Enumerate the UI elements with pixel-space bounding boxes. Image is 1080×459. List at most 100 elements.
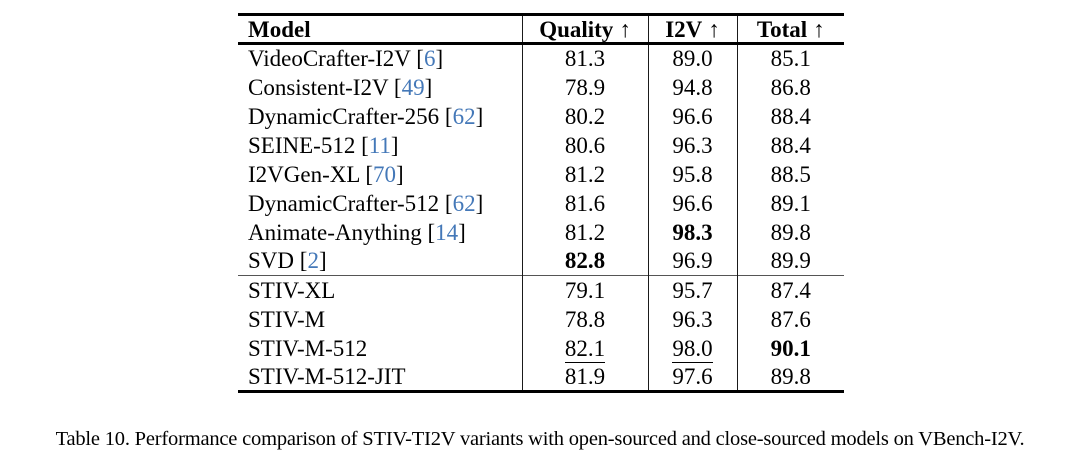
model-name: Consistent-I2V — [248, 74, 389, 100]
citation-link[interactable]: 62 — [452, 190, 476, 216]
i2v-cell: 96.9 — [647, 246, 737, 276]
table-header: Model Quality ↑ I2V ↑ Total ↑ — [238, 14, 844, 45]
metric-value: 90.1 — [770, 335, 811, 361]
column-label: Total — [756, 16, 808, 42]
table-caption: Table 10. Performance comparison of STIV… — [55, 428, 1025, 450]
table-row: STIV-XL 79.1 95.7 87.4 — [238, 275, 844, 305]
metric-value: 89.8 — [770, 363, 811, 389]
model-name-cell: DynamicCrafter-512 [62] — [248, 190, 484, 216]
table-row: STIV-M-512-JIT 81.9 97.6 89.8 — [238, 362, 844, 392]
i2v-cell: 98.0 — [647, 333, 737, 363]
table-row: SVD [2] 82.8 96.9 89.9 — [238, 246, 844, 276]
column-label: I2V — [665, 16, 703, 42]
table-row: DynamicCrafter-512 [62] 81.6 96.6 89.1 — [238, 188, 844, 218]
column-header-quality: Quality ↑ — [521, 14, 648, 45]
quality-cell: 81.9 — [521, 362, 648, 392]
metric-value: 80.2 — [564, 103, 606, 129]
metric-value: 89.1 — [770, 190, 811, 216]
column-label: Quality — [539, 16, 614, 42]
total-cell: 89.1 — [736, 188, 844, 218]
metric-value: 80.6 — [564, 132, 606, 158]
column-header-total: Total ↑ — [736, 14, 844, 45]
model-name: STIV-XL — [248, 277, 336, 303]
total-cell: 88.4 — [736, 101, 844, 131]
model-name: SEINE-512 — [248, 132, 356, 158]
metric-value: 97.6 — [672, 363, 713, 389]
table-row: SEINE-512 [11] 80.6 96.3 88.4 — [238, 130, 844, 160]
metric-value: 82.1 — [564, 335, 606, 363]
metric-value: 86.8 — [770, 74, 811, 100]
citation-link[interactable]: 11 — [368, 132, 391, 158]
table-row: I2VGen-XL [70] 81.2 95.8 88.5 — [238, 159, 844, 189]
quality-cell: 82.8 — [521, 246, 648, 276]
up-arrow-icon: ↑ — [619, 16, 631, 42]
model-name: DynamicCrafter-256 — [248, 103, 440, 129]
metric-value: 89.9 — [770, 248, 811, 274]
quality-cell: 79.1 — [521, 275, 648, 305]
metric-value: 89.8 — [770, 219, 811, 245]
table-row: VideoCrafter-I2V [6] 81.3 89.0 85.1 — [238, 43, 844, 73]
table-row: Animate-Anything [14] 81.2 98.3 89.8 — [238, 217, 844, 247]
model-name: DynamicCrafter-512 — [248, 190, 440, 216]
results-table-container: Model Quality ↑ I2V ↑ Total ↑ VideoCrafter-… — [238, 13, 844, 393]
total-cell: 87.6 — [736, 304, 844, 334]
model-name: STIV-M — [248, 306, 326, 332]
metric-value: 81.6 — [564, 190, 606, 216]
model-name: Animate-Anything — [248, 219, 422, 245]
metric-value: 88.5 — [770, 161, 811, 187]
total-cell: 88.5 — [736, 159, 844, 189]
metric-value: 94.8 — [672, 74, 713, 100]
i2v-cell: 96.6 — [647, 188, 737, 218]
metric-value: 96.3 — [672, 306, 713, 332]
model-name-cell: Consistent-I2V [49] — [248, 74, 433, 100]
total-cell: 89.9 — [736, 246, 844, 276]
i2v-cell: 96.3 — [647, 304, 737, 334]
total-cell: 85.1 — [736, 43, 844, 73]
metric-value: 88.4 — [770, 132, 811, 158]
citation-link[interactable]: 2 — [307, 248, 319, 274]
metric-value: 87.6 — [770, 306, 811, 332]
model-name-cell: VideoCrafter-I2V [6] — [248, 46, 444, 72]
metric-value: 88.4 — [770, 103, 811, 129]
metric-value: 78.9 — [564, 74, 606, 100]
total-cell: 88.4 — [736, 130, 844, 160]
up-arrow-icon: ↑ — [813, 16, 825, 42]
quality-cell: 80.6 — [521, 130, 648, 160]
quality-cell: 78.9 — [521, 72, 648, 102]
column-label: Model — [248, 16, 311, 42]
i2v-cell: 98.3 — [647, 217, 737, 247]
citation-link[interactable]: 14 — [435, 219, 459, 245]
citation-link[interactable]: 6 — [423, 46, 436, 72]
quality-cell: 81.6 — [521, 188, 648, 218]
total-cell: 89.8 — [736, 217, 844, 247]
total-cell: 86.8 — [736, 72, 844, 102]
metric-value: 78.8 — [564, 306, 606, 332]
metric-value: 87.4 — [770, 277, 811, 303]
quality-cell: 81.3 — [521, 43, 648, 73]
i2v-cell: 89.0 — [647, 43, 737, 73]
metric-value: 81.2 — [564, 219, 606, 245]
model-name-cell: STIV-M-512 — [238, 334, 522, 363]
quality-cell: 82.1 — [521, 333, 648, 363]
citation-link[interactable]: 70 — [372, 161, 396, 187]
metric-value: 81.3 — [564, 46, 606, 72]
table-row: DynamicCrafter-256 [62] 80.2 96.6 88.4 — [238, 101, 844, 131]
metric-value: 85.1 — [770, 46, 811, 72]
i2v-cell: 96.6 — [647, 101, 737, 131]
table-body: VideoCrafter-I2V [6] 81.3 89.0 85.1 Consiste… — [238, 43, 844, 392]
i2v-cell: 96.3 — [647, 130, 737, 160]
citation-link[interactable]: 62 — [452, 103, 476, 129]
model-name-cell: STIV-M — [238, 305, 522, 334]
i2v-cell: 95.7 — [647, 275, 737, 305]
table-row: Consistent-I2V [49] 78.9 94.8 86.8 — [238, 72, 844, 102]
metric-value: 95.7 — [672, 277, 713, 303]
results-table: Model Quality ↑ I2V ↑ Total ↑ VideoCrafter-… — [238, 13, 844, 393]
model-name-cell: I2VGen-XL [70] — [248, 161, 404, 187]
metric-value: 89.0 — [672, 46, 713, 72]
metric-value: 81.2 — [564, 161, 606, 187]
model-name-cell: SEINE-512 [11] — [248, 132, 399, 158]
model-name: I2VGen-XL — [248, 161, 360, 187]
citation-link[interactable]: 49 — [401, 74, 425, 100]
column-header-model: Model — [238, 14, 522, 45]
up-arrow-icon: ↑ — [708, 16, 720, 42]
